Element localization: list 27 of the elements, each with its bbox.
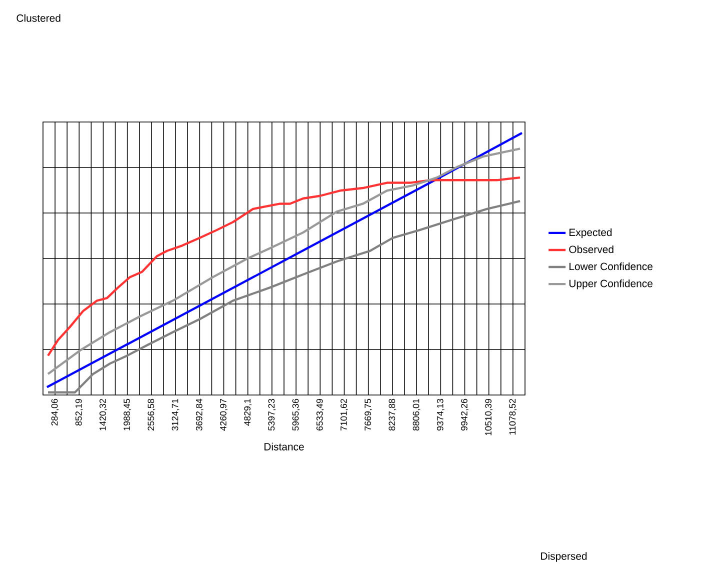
legend-label: Upper Confidence (569, 280, 652, 290)
x-tick-label: 284,06 (51, 398, 59, 426)
x-tick-label: 3692,84 (196, 398, 204, 431)
text: Clustered (16, 14, 60, 22)
x-tick-label: 4829,1 (244, 398, 252, 426)
x-tick-label: 5965,36 (292, 398, 300, 431)
legend-label: Observed (569, 245, 614, 254)
x-tick-label: 3124,71 (172, 398, 180, 431)
x-tick-label: 9374,13 (436, 398, 444, 431)
x-tick-label: 2556,58 (148, 398, 156, 430)
x-tick-label: 7101,62 (340, 398, 348, 430)
x-tick-label: 852,19 (75, 398, 83, 426)
legend-label: Lower Confidence (570, 262, 652, 270)
x-tick-label: 8806,01 (412, 398, 420, 431)
text: Dispersed (541, 552, 587, 562)
x-tick-label: 5397,23 (268, 398, 276, 431)
x-tick-label: 8237,88 (388, 398, 396, 431)
x-tick-label: 6533,49 (316, 398, 324, 430)
x-tick-label: 7669,75 (364, 398, 372, 430)
x-tick-label: 4260,97 (220, 398, 228, 431)
x-axis-title: Distance (264, 442, 304, 450)
legend-label: Expected (570, 228, 612, 238)
x-tick-label: 11078,52 (509, 398, 517, 435)
x-tick-label: 9942,26 (461, 398, 468, 431)
x-tick-label: 1988,45 (124, 398, 132, 430)
x-tick-label: 1420,32 (100, 398, 107, 430)
x-tick-label: 10510,39 (485, 398, 493, 436)
